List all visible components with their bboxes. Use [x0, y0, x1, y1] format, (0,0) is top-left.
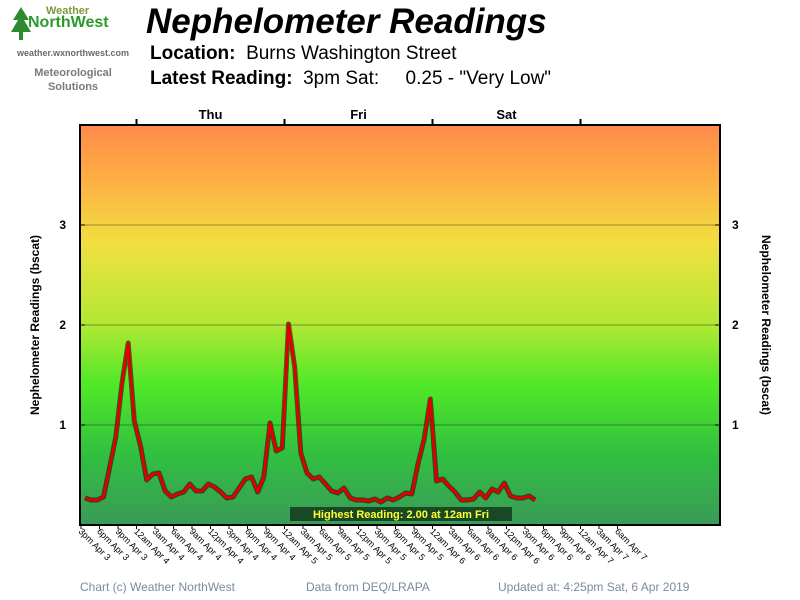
day-label: Sat [496, 107, 517, 122]
y-tick-label-left: 3 [59, 218, 66, 232]
y-tick-label-right: 2 [732, 318, 739, 332]
y-axis-label-left: Nephelometer Readings (bscat) [28, 235, 42, 415]
latest-reading-value: 0.25 - "Very Low" [405, 68, 552, 89]
y-axis-label-right: Nephelometer Readings (bscat) [759, 235, 773, 415]
logo-tagline: Meteorological Solutions [8, 66, 138, 94]
footer: Chart (c) Weather NorthWest Data from DE… [0, 580, 800, 598]
logo-tagline-line1: Meteorological [34, 67, 112, 79]
latest-reading-label: Latest Reading: [150, 68, 293, 89]
location-line: Location: Burns Washington Street [150, 43, 457, 65]
day-label: Thu [199, 107, 223, 122]
footer-updated-time: Updated at: 4:25pm Sat, 6 Apr 2019 [498, 580, 690, 594]
latest-reading-line: Latest Reading: 3pm Sat: 0.25 - "Very Lo… [150, 68, 551, 90]
location-label: Location: [150, 43, 236, 64]
highest-reading-annotation: Highest Reading: 2.00 at 12am Fri [313, 509, 489, 521]
footer-copyright: Chart (c) Weather NorthWest [80, 580, 235, 594]
logo-tagline-line2: Solutions [47, 81, 99, 93]
series-line [84, 322, 537, 504]
logo-brand: Weather NorthWest [28, 5, 109, 32]
y-tick-label-right: 3 [732, 218, 739, 232]
day-label: Fri [350, 107, 367, 122]
logo-url: weather.wxnorthwest.com [16, 48, 130, 58]
y-tick-label-left: 1 [59, 418, 66, 432]
weather-northwest-logo: Weather NorthWest weather.wxnorthwest.co… [6, 4, 138, 96]
logo-brand-small: Weather [46, 5, 90, 17]
page-title: Nephelometer Readings [146, 2, 547, 41]
footer-data-source: Data from DEQ/LRAPA [306, 580, 430, 594]
logo-brand-large: NorthWest [28, 14, 109, 31]
annotation-background [290, 507, 512, 521]
tree-icon [11, 7, 31, 40]
y-tick-label-left: 2 [59, 318, 66, 332]
latest-reading-time: 3pm Sat: [303, 68, 380, 89]
y-tick-label-right: 1 [732, 418, 739, 432]
location-value: Burns Washington Street [246, 43, 457, 64]
